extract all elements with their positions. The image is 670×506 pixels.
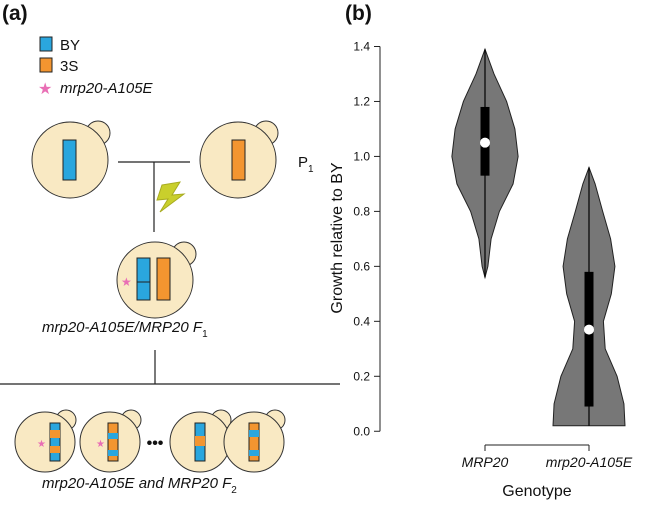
legend-swatch bbox=[39, 57, 53, 73]
legend-text: mrp20-A105E bbox=[60, 80, 154, 97]
p1-label: P1 bbox=[298, 154, 314, 175]
subscript: 1 bbox=[308, 164, 314, 175]
y-axis-title: Growth relative to BY bbox=[329, 162, 346, 314]
y-tick-label: 0.8 bbox=[353, 204, 370, 218]
svg-text:★: ★ bbox=[96, 439, 105, 450]
x-axis-title: Genotype bbox=[502, 483, 571, 500]
y-tick-label: 0.0 bbox=[353, 424, 370, 438]
iqr-box bbox=[584, 271, 594, 407]
legend-swatch bbox=[39, 36, 53, 52]
y-tick-label: 0.2 bbox=[353, 369, 370, 383]
f1-label: mrp20-A105E/MRP20 F1 bbox=[42, 319, 208, 340]
legend-text: BY bbox=[60, 37, 80, 54]
median bbox=[584, 324, 594, 335]
parent-cells bbox=[31, 120, 279, 232]
x-tick-label: mrp20-A105E bbox=[546, 454, 633, 470]
x-tick-label: MRP20 bbox=[462, 454, 509, 470]
svg-text:★: ★ bbox=[37, 439, 46, 450]
panel-label: (a) bbox=[2, 2, 28, 25]
y-tick-label: 1.0 bbox=[353, 149, 370, 163]
label-text: mrp20-A105E/MRP20 F bbox=[42, 319, 203, 336]
y-tick-label: 1.4 bbox=[353, 39, 370, 53]
subscript: 2 bbox=[231, 485, 237, 496]
label-text: mrp20-A105E and MRP20 F bbox=[42, 475, 232, 492]
f2-cells: ★ ★ bbox=[14, 409, 286, 473]
panel-label: (b) bbox=[345, 2, 372, 25]
label-text: P bbox=[298, 154, 308, 171]
y-tick-label: 0.6 bbox=[353, 259, 370, 273]
legend-text: 3S bbox=[60, 58, 78, 75]
svg-text:★: ★ bbox=[121, 275, 132, 289]
legend-star: ★ bbox=[38, 81, 52, 98]
f1-cell: ★ bbox=[116, 241, 197, 319]
y-tick-label: 1.2 bbox=[353, 94, 370, 108]
subscript: 1 bbox=[202, 329, 208, 340]
y-tick-label: 0.4 bbox=[353, 314, 370, 328]
f2-label: mrp20-A105E and MRP20 F2 bbox=[42, 475, 237, 496]
median bbox=[480, 137, 490, 148]
ellipsis: ••• bbox=[147, 435, 164, 452]
